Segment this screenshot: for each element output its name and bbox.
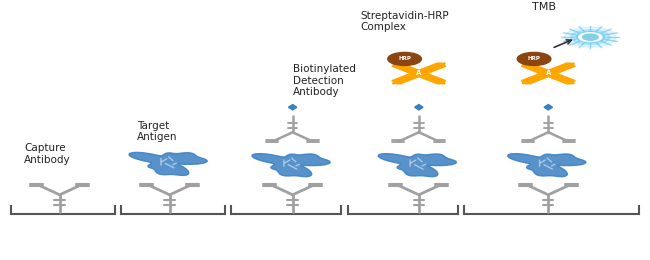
Circle shape	[388, 53, 421, 66]
Circle shape	[576, 32, 604, 43]
Text: Biotinylated
Detection
Antibody: Biotinylated Detection Antibody	[292, 64, 356, 97]
Text: Streptavidin-HRP
Complex: Streptavidin-HRP Complex	[361, 11, 449, 32]
Circle shape	[582, 34, 598, 40]
Polygon shape	[521, 63, 552, 75]
Text: A: A	[545, 70, 551, 76]
Polygon shape	[415, 105, 423, 110]
Polygon shape	[415, 72, 446, 84]
Text: A: A	[416, 70, 422, 76]
Text: Capture
Antibody: Capture Antibody	[24, 143, 71, 165]
Text: HRP: HRP	[528, 56, 541, 61]
Polygon shape	[544, 72, 575, 84]
Text: Target
Antigen: Target Antigen	[137, 121, 178, 142]
Polygon shape	[378, 154, 456, 177]
Text: TMB: TMB	[532, 2, 556, 12]
Polygon shape	[544, 105, 552, 110]
Circle shape	[517, 53, 551, 66]
Circle shape	[578, 33, 602, 42]
Polygon shape	[129, 152, 207, 176]
Polygon shape	[544, 63, 575, 75]
Circle shape	[571, 30, 610, 45]
Polygon shape	[521, 72, 552, 84]
Polygon shape	[392, 63, 423, 75]
Polygon shape	[392, 72, 423, 84]
Polygon shape	[508, 154, 586, 177]
Circle shape	[564, 27, 616, 47]
Polygon shape	[289, 105, 297, 110]
Text: HRP: HRP	[398, 56, 411, 61]
Polygon shape	[415, 63, 446, 75]
Polygon shape	[252, 154, 330, 177]
